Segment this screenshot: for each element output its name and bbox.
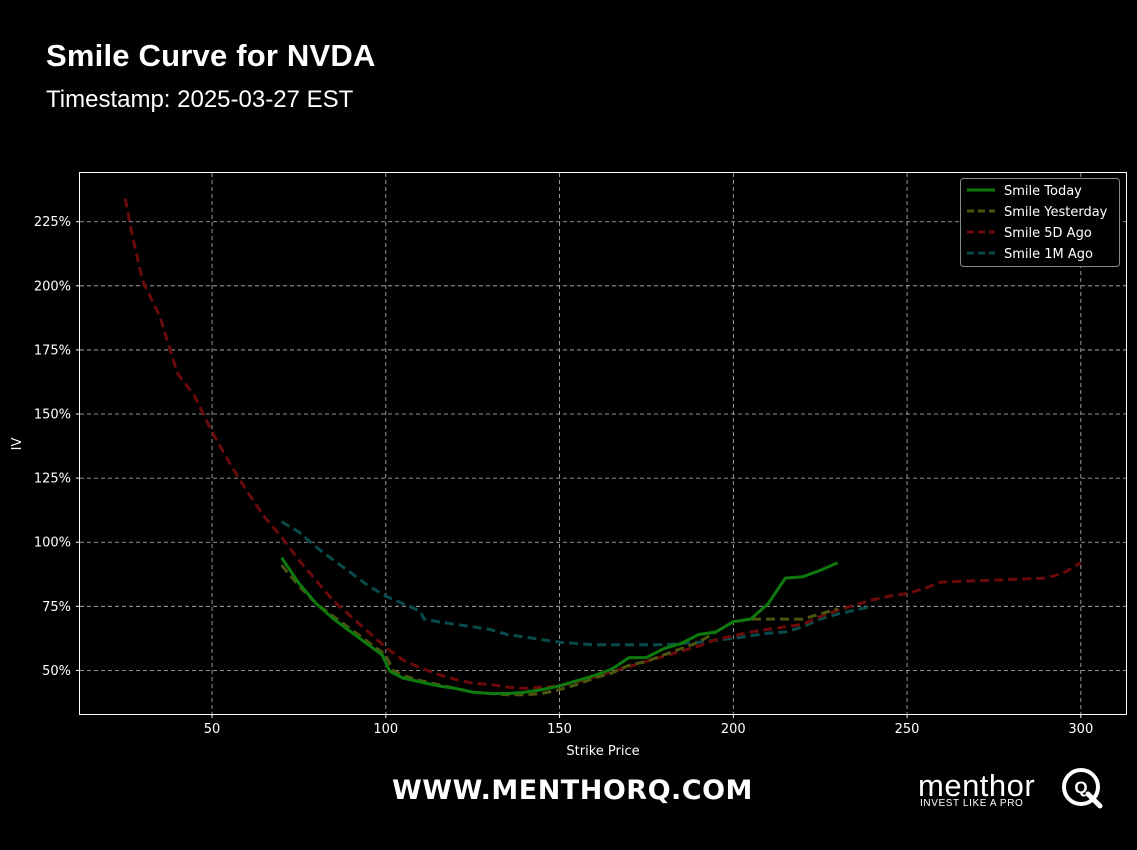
y-tick-label: 200% — [34, 279, 71, 294]
y-tick-label: 150% — [34, 408, 71, 423]
brand-name: menthor — [918, 768, 1036, 803]
y-axis-label: IV — [10, 438, 25, 451]
legend: Smile Today Smile Yesterday Smile 5D Ago Sm… — [960, 178, 1120, 267]
x-tick-label: 150 — [547, 722, 572, 737]
legend-label: Smile Today — [1004, 184, 1082, 199]
legend-label: Smile Yesterday — [1004, 205, 1108, 220]
y-tick-label: 50% — [42, 664, 71, 679]
y-tick-label: 75% — [42, 600, 71, 615]
y-tick-label: 125% — [34, 472, 71, 487]
chart-subtitle: Timestamp: 2025-03-27 EST — [46, 86, 354, 113]
x-tick-label: 300 — [1068, 722, 1093, 737]
legend-label: Smile 5D Ago — [1004, 226, 1092, 241]
x-tick-label: 100 — [373, 722, 398, 737]
brand-mark: Q — [1074, 778, 1087, 797]
series-line-smile-1m-ago — [280, 520, 873, 647]
brand-q-icon: Q — [1062, 768, 1103, 809]
series-lines — [123, 198, 1082, 697]
brand-tagline: INVEST LIKE A PRO — [920, 798, 1024, 809]
chart-title: Smile Curve for NVDA — [46, 38, 376, 73]
x-tick-label: 50 — [204, 722, 221, 737]
y-tick-label: 175% — [34, 343, 71, 358]
x-tick-label: 250 — [895, 722, 920, 737]
y-tick-label: 100% — [34, 536, 71, 551]
series-line-smile-5d-ago — [123, 198, 1082, 690]
x-axis-label: Strike Price — [566, 744, 639, 759]
footer-url[interactable]: WWW.MENTHORQ.COM — [392, 775, 753, 806]
x-tick-label: 200 — [721, 722, 746, 737]
ticks: 50 100 150 200 250 300 50% 75% 100% 125% 150% 175% 2… — [34, 215, 1093, 737]
legend-label: Smile 1M Ago — [1004, 247, 1093, 262]
plot-frame — [79, 172, 1127, 715]
legend-box — [960, 178, 1120, 267]
series-line-smile-today — [280, 556, 839, 695]
grid — [80, 173, 1126, 714]
y-tick-label: 225% — [34, 215, 71, 230]
brand-logo: menthor INVEST LIKE A PRO Q — [918, 768, 1108, 813]
